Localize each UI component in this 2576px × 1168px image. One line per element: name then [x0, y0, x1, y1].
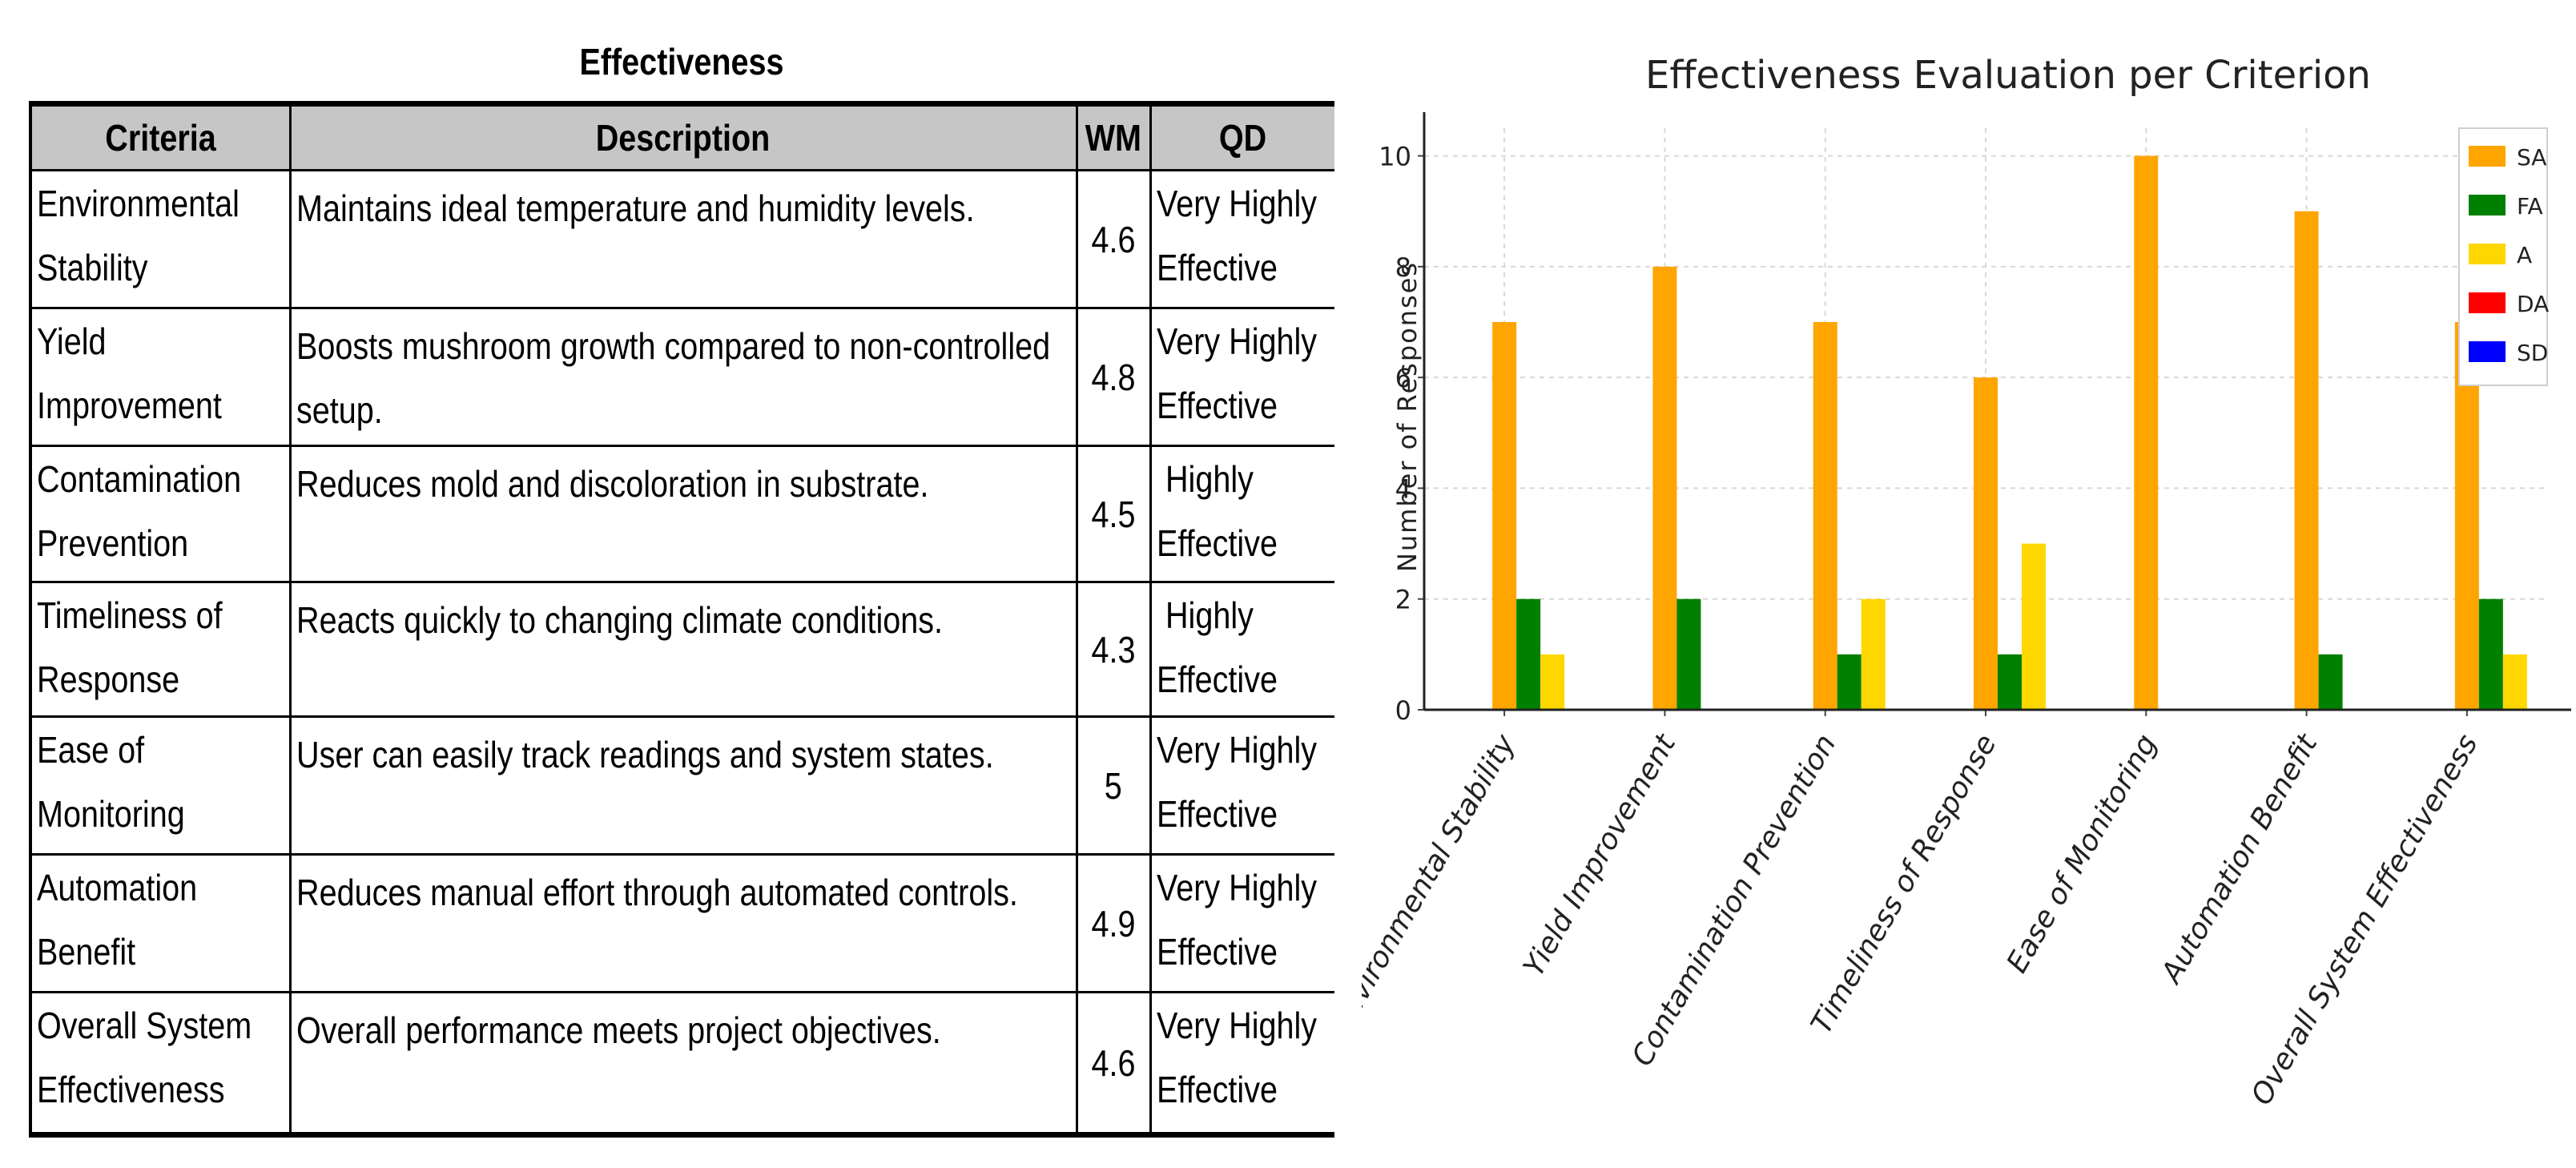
effectiveness-table-panel: Effectiveness Criteria Description WM QD… [29, 41, 1334, 1138]
header-criteria: Criteria [29, 103, 292, 171]
header-qd: QD [1149, 103, 1334, 171]
bar-sa [2134, 155, 2159, 711]
qd-cell: Highly Effective [1149, 445, 1334, 583]
legend-label: A [2517, 242, 2532, 268]
table-title: Effectiveness [579, 41, 784, 83]
y-axis-label: Number of Responses [1392, 261, 1423, 572]
description-cell: Overall performance meets project object… [288, 991, 1078, 1136]
qd-cell: Highly Effective [1149, 581, 1334, 718]
wm-cell: 4.6 [1075, 991, 1152, 1136]
y-tick-label: 4 [1395, 473, 1411, 504]
qd-cell: Very Highly Effective [1149, 991, 1334, 1136]
bar-a [1861, 598, 1886, 710]
x-tick-label: Automation Benefit [2155, 727, 2325, 989]
bar-fa [2318, 654, 2343, 710]
table-header-row: Criteria Description WM QD [29, 103, 1334, 171]
qd-cell: Very Highly Effective [1149, 853, 1334, 993]
bar-fa [2478, 598, 2503, 710]
qd-cell: Very Highly Effective [1149, 715, 1334, 856]
bar-fa [1837, 654, 1862, 710]
axes [1418, 112, 2571, 716]
x-tick-label: Yield Improvement [1517, 727, 1683, 981]
y-tick-label: 10 [1379, 142, 1411, 172]
bar-sa [1974, 377, 1998, 710]
description-cell: Reduces manual effort through automated … [288, 853, 1078, 993]
table-row: Overall System Effectiveness Overall perfo… [29, 991, 1334, 1136]
x-tick-label: Environmental Stability [1362, 728, 1522, 1037]
table-row: Ease of Monitoring User can easily track r… [29, 715, 1334, 856]
bars [1492, 155, 2527, 711]
bar-sa [2454, 322, 2479, 710]
y-tick-label: 8 [1395, 252, 1411, 283]
bar-sa [1492, 322, 1517, 710]
bar-a [1540, 654, 1565, 710]
description-cell: Boosts mushroom growth compared to non-c… [288, 307, 1078, 447]
legend-swatch-da [2469, 292, 2506, 313]
bar-fa [1998, 654, 2022, 710]
x-tick-label: Timeliness of Response [1805, 729, 2002, 1040]
legend-label: DA [2517, 291, 2549, 317]
description-cell: Reduces mold and discoloration in substr… [288, 445, 1078, 583]
description-cell: Maintains ideal temperature and humidity… [288, 169, 1078, 309]
wm-cell: 4.8 [1075, 307, 1152, 447]
legend-label: SA [2517, 144, 2546, 171]
table-row: Timeliness of Response Reacts quickly to c… [29, 581, 1334, 718]
table-row: Environmental Stability Maintains ideal te… [29, 169, 1334, 309]
description-cell: Reacts quickly to changing climate condi… [288, 581, 1078, 718]
header-wm: WM [1075, 103, 1152, 171]
effectiveness-table: Criteria Description WM QD Environmental… [29, 101, 1334, 1138]
x-tick-label: Ease of Monitoring [2001, 729, 2163, 978]
wm-cell: 5 [1075, 715, 1152, 856]
criteria-cell: Environmental Stability [29, 169, 292, 309]
table-row: Yield Improvement Boosts mushroom growth c… [29, 307, 1334, 447]
legend-swatch-fa [2469, 195, 2506, 215]
legend-swatch-a [2469, 244, 2506, 264]
table-row: Contamination Prevention Reduces mold and … [29, 445, 1334, 583]
qd-cell: Very Highly Effective [1149, 307, 1334, 447]
description-cell: User can easily track readings and syste… [288, 715, 1078, 856]
legend-swatch-sd [2469, 341, 2506, 362]
y-tick-label: 6 [1395, 363, 1411, 393]
criteria-cell: Contamination Prevention [29, 445, 292, 583]
legend-label: SD [2517, 340, 2548, 366]
criteria-cell: Overall System Effectiveness [29, 991, 292, 1136]
y-tick-label: 0 [1395, 695, 1411, 726]
header-description: Description [288, 103, 1078, 171]
criteria-cell: Timeliness of Response [29, 581, 292, 718]
bar-chart: Effectiveness Evaluation per Criterion N… [1362, 53, 2571, 1110]
bar-sa [2294, 211, 2319, 710]
bar-fa [1676, 598, 1701, 710]
legend: SA FA A DA SD [2458, 127, 2549, 386]
legend-swatch-sa [2469, 146, 2506, 167]
legend-label: FA [2517, 193, 2543, 220]
wm-cell: 4.5 [1075, 445, 1152, 583]
criteria-cell: Ease of Monitoring [29, 715, 292, 856]
bar-a [2502, 654, 2527, 710]
bar-sa [1813, 322, 1837, 710]
criteria-cell: Yield Improvement [29, 307, 292, 447]
bar-sa [1652, 266, 1677, 710]
wm-cell: 4.9 [1075, 853, 1152, 993]
wm-cell: 4.6 [1075, 169, 1152, 309]
qd-cell: Very Highly Effective [1149, 169, 1334, 309]
y-tick-label: 2 [1395, 585, 1411, 615]
table-row: Automation Benefit Reduces manual effort t… [29, 853, 1334, 993]
criteria-cell: Automation Benefit [29, 853, 292, 993]
wm-cell: 4.3 [1075, 581, 1152, 718]
bar-fa [1516, 598, 1541, 710]
chart-panel: Effectiveness Evaluation per Criterion N… [1362, 0, 2576, 1168]
bar-a [2022, 543, 2046, 710]
chart-title: Effectiveness Evaluation per Criterion [1645, 53, 2371, 98]
